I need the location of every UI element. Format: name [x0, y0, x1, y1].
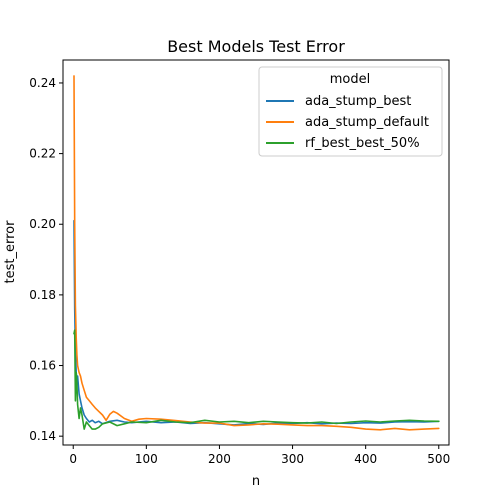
y-tick-label: 0.18	[29, 288, 56, 302]
legend-box	[258, 66, 443, 157]
x-tick-label: 100	[135, 452, 158, 466]
x-tick-label: 200	[208, 452, 231, 466]
legend-label-2: ada_stump_default	[305, 115, 429, 130]
y-tick-label: 0.24	[29, 76, 56, 90]
series-lines	[73, 75, 440, 431]
x-tick-label: 500	[427, 452, 450, 466]
legend-title: model	[330, 72, 370, 87]
x-axis-label: n	[252, 474, 260, 489]
plot-frame	[62, 59, 450, 446]
legend-entries: ada_stump_best ada_stump_default rf_best_b…	[266, 94, 429, 151]
y-tick-label: 0.20	[29, 217, 56, 231]
y-tick-label: 0.14	[29, 429, 56, 443]
legend-label-1: ada_stump_best	[305, 94, 411, 109]
y-axis-label: test_error	[3, 220, 18, 284]
x-tick-label: 0	[69, 452, 77, 466]
x-tick-label: 400	[354, 452, 377, 466]
series-line-3	[73, 329, 440, 430]
axis-ticks: 0 100 200 300 400 500 0.14 0.16 0.18 0.20 0.22 0.24	[29, 76, 450, 466]
legend-label-3: rf_best_best_50%	[305, 136, 420, 151]
y-tick-label: 0.22	[29, 147, 56, 161]
series-line-2	[73, 75, 440, 431]
legend: model ada_stump_best ada_stump_default rf_…	[258, 66, 443, 157]
y-tick-label: 0.16	[29, 359, 56, 373]
x-tick-label: 300	[281, 452, 304, 466]
chart-title: Best Models Test Error	[167, 37, 345, 56]
